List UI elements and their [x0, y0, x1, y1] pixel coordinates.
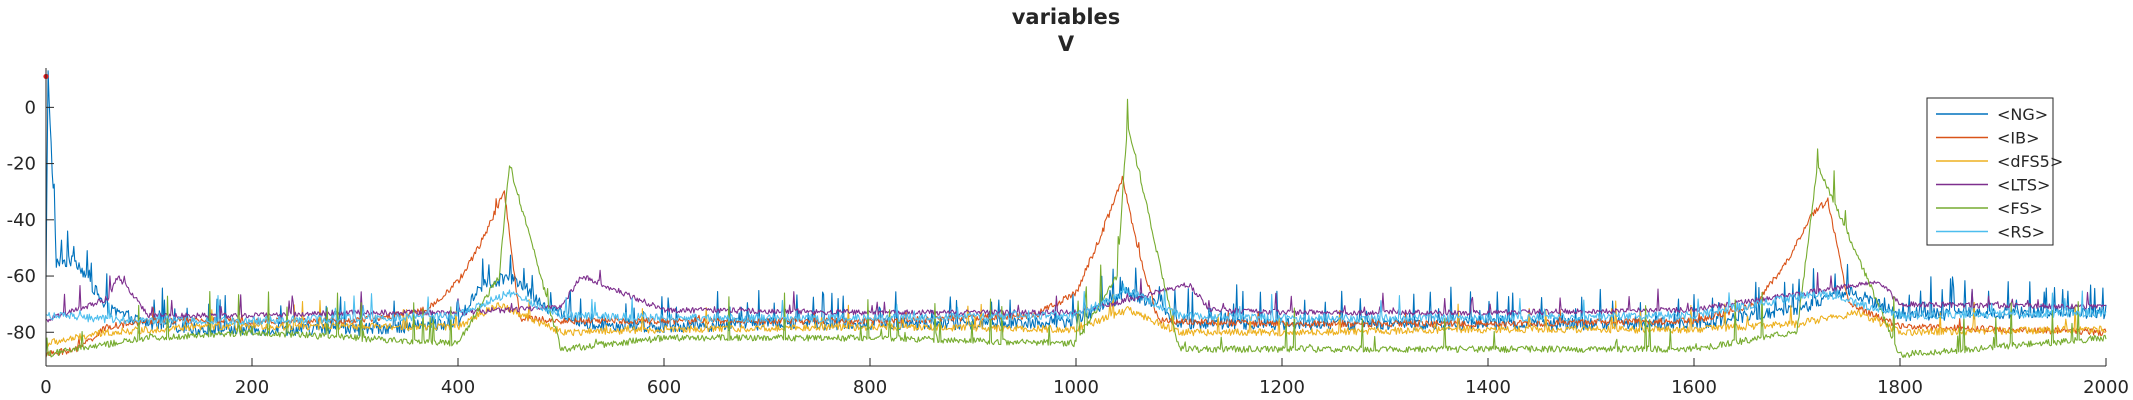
legend-label: <LTS> — [1997, 176, 2050, 195]
chart-subtitle: V — [1058, 32, 1075, 56]
x-tick-label: 200 — [235, 377, 269, 398]
chart-title: variables — [1012, 5, 1121, 29]
x-tick-label: 1800 — [1877, 377, 1923, 398]
x-tick-label: 1400 — [1465, 377, 1511, 398]
x-tick-label: 1200 — [1259, 377, 1305, 398]
x-tick-label: 2000 — [2083, 377, 2129, 398]
legend-box — [1926, 97, 2054, 246]
y-tick-label: -80 — [7, 322, 36, 343]
y-tick-label: 0 — [25, 97, 36, 118]
legend: <NG> <IB> <dFS5> <LTS> <FS> <RS> — [1926, 97, 2063, 246]
x-tick-label: 400 — [441, 377, 475, 398]
series-line — [45, 98, 2107, 359]
legend-label: <IB> — [1997, 129, 2040, 148]
x-tick-label: 1600 — [1671, 377, 1717, 398]
x-tick-label: 0 — [40, 377, 51, 398]
legend-label: <RS> — [1997, 223, 2045, 242]
legend-label: <dFS5> — [1997, 152, 2063, 171]
axes-group: 0 200 400 600 800 1000 1200 1400 1600 1800 2000 0 -2… — [7, 68, 2129, 398]
y-tick-label: -20 — [7, 154, 36, 175]
x-tick-label: 800 — [853, 377, 887, 398]
y-tick-label: -60 — [7, 266, 36, 287]
series-group — [43, 70, 2107, 359]
series-line — [45, 283, 2107, 326]
x-tick-label: 600 — [647, 377, 681, 398]
legend-label: <FS> — [1997, 199, 2043, 218]
y-tick-label: -40 — [7, 210, 36, 231]
legend-label: <NG> — [1997, 105, 2048, 124]
x-tick-label: 1000 — [1053, 377, 1099, 398]
